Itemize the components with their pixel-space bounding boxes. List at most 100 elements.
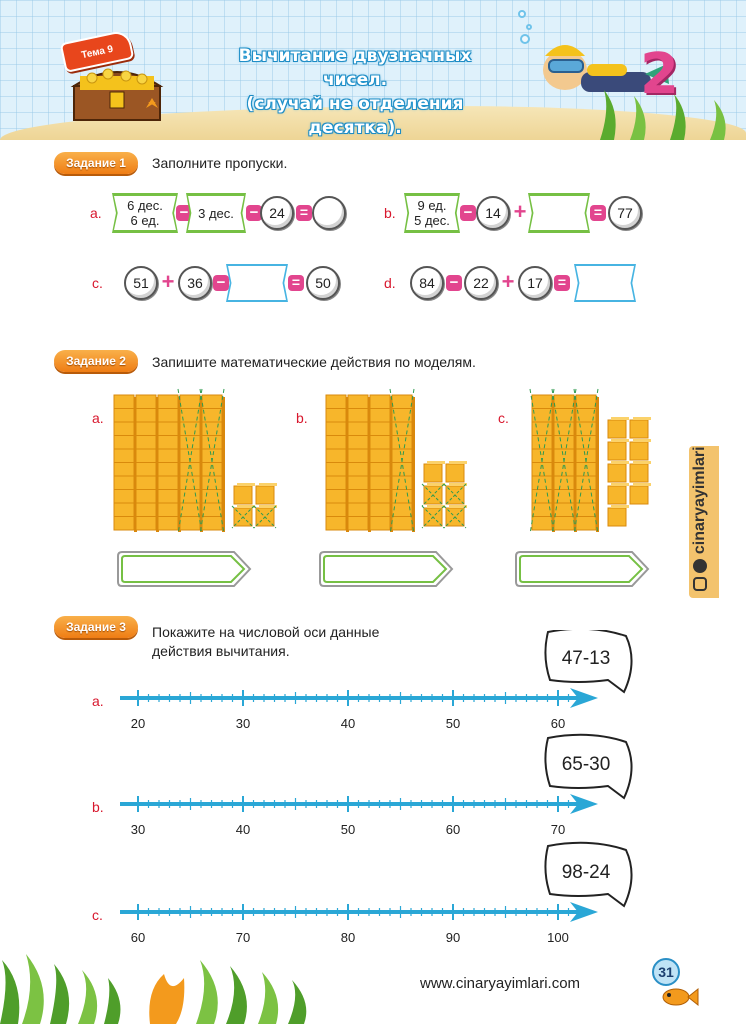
- page-header: Тема 9 Вычитание двузначных чисел. (случ…: [0, 0, 746, 140]
- tick-label: 60: [131, 930, 145, 945]
- tick-label: 50: [446, 716, 460, 731]
- one-cube: [629, 461, 651, 483]
- item-letter: c.: [92, 275, 103, 291]
- item-letter: b.: [296, 410, 308, 426]
- number-line[interactable]: b. 30 40 50 60 70 65-30: [92, 733, 633, 837]
- item-letter: a.: [92, 693, 104, 709]
- answer-arrow-box[interactable]: [116, 550, 254, 588]
- answer-box[interactable]: [530, 196, 588, 230]
- tag-tens: 3 дес.: [188, 196, 244, 230]
- task-1-instruction: Заполните пропуски.: [152, 155, 288, 171]
- tick-label: 50: [341, 822, 355, 837]
- tick-label: 20: [131, 716, 145, 731]
- ten-rod: [551, 388, 577, 535]
- ten-rod: [135, 394, 159, 532]
- one-cube: [445, 461, 467, 483]
- number-circle: 84: [410, 266, 444, 300]
- decorative-two-icon: 2: [640, 42, 679, 107]
- tick-label: 70: [551, 822, 565, 837]
- answer-box[interactable]: [576, 266, 634, 300]
- expression-bubble: 65-30: [544, 733, 633, 800]
- base-ten-model-b: [325, 388, 467, 535]
- arrow-head: [570, 688, 598, 708]
- one-cube: [629, 483, 651, 505]
- item-letter: a.: [90, 205, 102, 221]
- item-letter: b.: [384, 205, 396, 221]
- tick-label: 90: [446, 930, 460, 945]
- arrow-head: [570, 794, 598, 814]
- bubble-icon: [518, 10, 526, 18]
- minus-icon: −: [246, 205, 262, 221]
- page-number: 31: [652, 958, 680, 986]
- tag-line: 3 дес.: [198, 205, 234, 221]
- one-cube: [629, 439, 651, 461]
- title-line-2: (случай не отделения десятка).: [246, 94, 464, 138]
- number-line[interactable]: c. 60 70 80 90 100 98-24: [92, 841, 633, 945]
- number-circle: 36: [178, 266, 212, 300]
- one-cube: [253, 505, 277, 529]
- publisher-side-text: cinaryayimlari: [691, 443, 709, 591]
- base-ten-model-c: [529, 388, 651, 535]
- number-circle: 50: [306, 266, 340, 300]
- side-tab-label: cinaryayimlari: [691, 446, 708, 555]
- equals-icon: =: [590, 205, 606, 221]
- number-circle: 24: [260, 196, 294, 230]
- minus-icon: −: [446, 275, 462, 291]
- arrow-head: [570, 902, 598, 922]
- one-cube: [629, 417, 651, 439]
- answer-circle[interactable]: [312, 196, 346, 230]
- minus-icon: −: [213, 275, 229, 291]
- plus-icon: +: [161, 269, 175, 294]
- footer-url[interactable]: www.cinaryayimlari.com: [420, 975, 581, 992]
- expression-text: 47-13: [562, 648, 611, 669]
- ten-rod: [389, 388, 415, 535]
- one-cube: [443, 505, 467, 529]
- ten-rod: [347, 394, 371, 532]
- item-letter: c.: [92, 907, 103, 923]
- task-2-instruction: Запишите математические действия по моде…: [152, 354, 476, 370]
- ten-rod: [199, 388, 225, 535]
- one-cube: [255, 483, 277, 505]
- tag-line: 9 ед.: [417, 198, 447, 213]
- instagram-icon: [692, 577, 707, 591]
- facebook-icon: [692, 558, 707, 573]
- instruction-line: Покажите на числовой оси данные: [152, 624, 380, 640]
- expression-text: 65-30: [562, 754, 611, 775]
- base-ten-model-a: [113, 388, 277, 535]
- one-cube: [443, 483, 467, 507]
- one-cube: [421, 505, 445, 529]
- number-line[interactable]: a. 20 30 40 50 60 47-13: [92, 630, 633, 731]
- tag-tens-ones: 6 дес. 6 ед.: [114, 196, 176, 230]
- treasure-chest-icon: [70, 68, 164, 121]
- one-cube: [607, 439, 629, 461]
- one-cube: [233, 483, 255, 505]
- one-cube: [421, 483, 445, 507]
- number-circle: 14: [476, 196, 510, 230]
- task-3-label: Задание 3: [54, 616, 138, 638]
- seaweed-icon: [0, 954, 307, 1024]
- item-letter: c.: [498, 410, 509, 426]
- task-1-label: Задание 1: [54, 152, 138, 174]
- answer-arrow-box[interactable]: [318, 550, 456, 588]
- item-letter: a.: [92, 410, 104, 426]
- ten-rod: [157, 394, 181, 532]
- bubble-icon: [520, 34, 530, 44]
- answer-box[interactable]: [228, 266, 286, 300]
- diver-icon: [543, 45, 669, 92]
- plus-icon: +: [501, 269, 515, 294]
- number-circle: 77: [608, 196, 642, 230]
- task-3-instruction: Покажите на числовой оси данные действия…: [152, 623, 379, 661]
- one-cube: [607, 483, 629, 505]
- equals-icon: =: [296, 205, 312, 221]
- expression-bubble: 47-13: [544, 630, 633, 694]
- answer-arrow-box[interactable]: [514, 550, 652, 588]
- publisher-side-tab: [689, 446, 719, 598]
- task-2-label: Задание 2: [54, 350, 138, 372]
- number-circle: 17: [518, 266, 552, 300]
- number-lines: a. 20 30 40 50 60 47-13 b. 30 40 50 60 70 65-30 c. 60 70…: [92, 630, 633, 945]
- tag-line: 6 ед.: [130, 213, 160, 228]
- tag-ones-tens: 9 ед. 5 дес.: [406, 196, 458, 230]
- tag-line: 6 дес.: [127, 198, 163, 213]
- minus-icon: −: [460, 205, 476, 221]
- one-cube: [607, 461, 629, 483]
